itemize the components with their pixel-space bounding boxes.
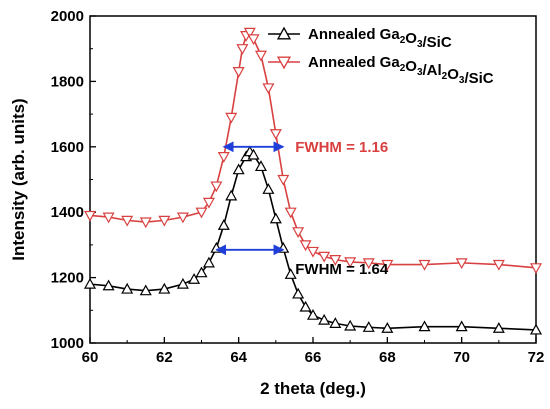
data-point bbox=[418, 320, 431, 332]
data-point bbox=[139, 284, 152, 296]
data-point bbox=[284, 207, 297, 219]
data-point bbox=[176, 212, 189, 224]
data-point bbox=[232, 66, 245, 78]
series-1 bbox=[83, 145, 543, 335]
data-point bbox=[247, 148, 260, 160]
x-tick-label: 72 bbox=[528, 349, 545, 366]
data-point bbox=[455, 258, 468, 270]
data-point bbox=[247, 34, 260, 46]
x-tick-label: 60 bbox=[82, 349, 99, 366]
data-point bbox=[299, 300, 312, 312]
data-point bbox=[158, 282, 171, 294]
x-tick-label: 66 bbox=[305, 349, 322, 366]
legend-marker bbox=[276, 26, 292, 40]
data-point bbox=[362, 258, 375, 270]
legend-entry: Annealed Ga2O3/Al2O3/SiC bbox=[268, 54, 494, 87]
x-tick-label: 62 bbox=[156, 349, 173, 366]
data-point bbox=[254, 50, 267, 62]
data-point bbox=[306, 246, 320, 258]
data-point bbox=[139, 217, 152, 229]
data-point bbox=[381, 259, 394, 271]
annotation-layer: FWHM = 1.16 FWHM = 1.64 bbox=[215, 139, 389, 278]
data-point bbox=[158, 215, 171, 227]
data-point bbox=[121, 282, 134, 294]
x-tick-label: 68 bbox=[379, 349, 396, 366]
y-tick-label: 2000 bbox=[51, 8, 84, 25]
data-point bbox=[269, 212, 282, 224]
data-point bbox=[225, 112, 238, 124]
data-point bbox=[277, 241, 290, 253]
data-point bbox=[176, 277, 189, 289]
data-point bbox=[210, 181, 223, 193]
x-axis-title: 2 theta (deg.) bbox=[260, 379, 366, 398]
data-point bbox=[217, 152, 230, 163]
legend: Annealed Ga2O3/SiC Annealed Ga2O3/Al2O3/S… bbox=[268, 26, 494, 87]
data-point bbox=[195, 266, 208, 278]
data-point bbox=[210, 241, 223, 253]
data-point bbox=[202, 197, 215, 209]
data-point bbox=[318, 251, 331, 263]
data-point bbox=[292, 227, 305, 239]
data-point bbox=[292, 287, 305, 299]
data-point bbox=[262, 83, 275, 95]
data-point bbox=[492, 322, 505, 333]
series-layer bbox=[83, 27, 543, 335]
data-point bbox=[329, 317, 342, 328]
fwhm-red: FWHM = 1.16 bbox=[222, 139, 388, 156]
data-point bbox=[236, 44, 249, 55]
data-point bbox=[188, 272, 201, 284]
series-line bbox=[89, 150, 537, 331]
data-point bbox=[455, 320, 468, 332]
y-tick-label: 1200 bbox=[51, 270, 84, 287]
data-point bbox=[529, 263, 543, 275]
data-point bbox=[329, 255, 342, 266]
data-point bbox=[284, 268, 297, 279]
data-point bbox=[344, 319, 357, 331]
data-point bbox=[269, 129, 282, 140]
legend-marker bbox=[276, 56, 292, 70]
data-point bbox=[232, 163, 245, 175]
data-point bbox=[318, 313, 331, 325]
data-point bbox=[83, 210, 97, 222]
data-point bbox=[102, 279, 115, 291]
fwhm-label: FWHM = 1.16 bbox=[295, 139, 388, 156]
data-point bbox=[492, 259, 505, 271]
data-point bbox=[277, 174, 290, 186]
data-point bbox=[202, 256, 215, 268]
x-tick-label: 64 bbox=[230, 349, 247, 366]
y-tick-label: 1400 bbox=[51, 204, 84, 221]
data-point bbox=[225, 189, 238, 201]
fwhm-black: FWHM = 1.64 bbox=[215, 244, 389, 278]
series-2 bbox=[83, 27, 543, 275]
data-point bbox=[83, 277, 97, 289]
y-tick-label: 1800 bbox=[51, 73, 84, 90]
legend-entry: Annealed Ga2O3/SiC bbox=[268, 26, 452, 51]
y-tick-label: 1000 bbox=[51, 335, 84, 352]
data-point bbox=[418, 259, 431, 271]
data-point bbox=[306, 308, 320, 320]
data-point bbox=[529, 323, 543, 335]
data-point bbox=[362, 321, 375, 332]
fwhm-label: FWHM = 1.64 bbox=[295, 261, 389, 278]
data-point bbox=[121, 215, 134, 227]
x-tick-label: 70 bbox=[453, 349, 470, 366]
axis-ticks: 60 62 64 66 68 70 72 1000 1200 1400 1600 1800 2000 bbox=[51, 8, 545, 366]
data-point bbox=[344, 257, 357, 269]
data-point bbox=[262, 183, 275, 194]
data-point bbox=[254, 160, 267, 172]
data-point bbox=[217, 219, 230, 230]
data-point bbox=[102, 212, 115, 224]
data-point bbox=[243, 27, 256, 39]
y-axis-title: Intensity (arb. units) bbox=[9, 98, 28, 260]
y-tick-label: 1600 bbox=[51, 139, 84, 156]
data-point bbox=[195, 207, 208, 219]
legend-label: Annealed Ga2O3/Al2O3/SiC bbox=[308, 54, 494, 87]
data-point bbox=[299, 240, 312, 252]
legend-label: Annealed Ga2O3/SiC bbox=[308, 26, 452, 51]
data-point bbox=[381, 322, 394, 333]
